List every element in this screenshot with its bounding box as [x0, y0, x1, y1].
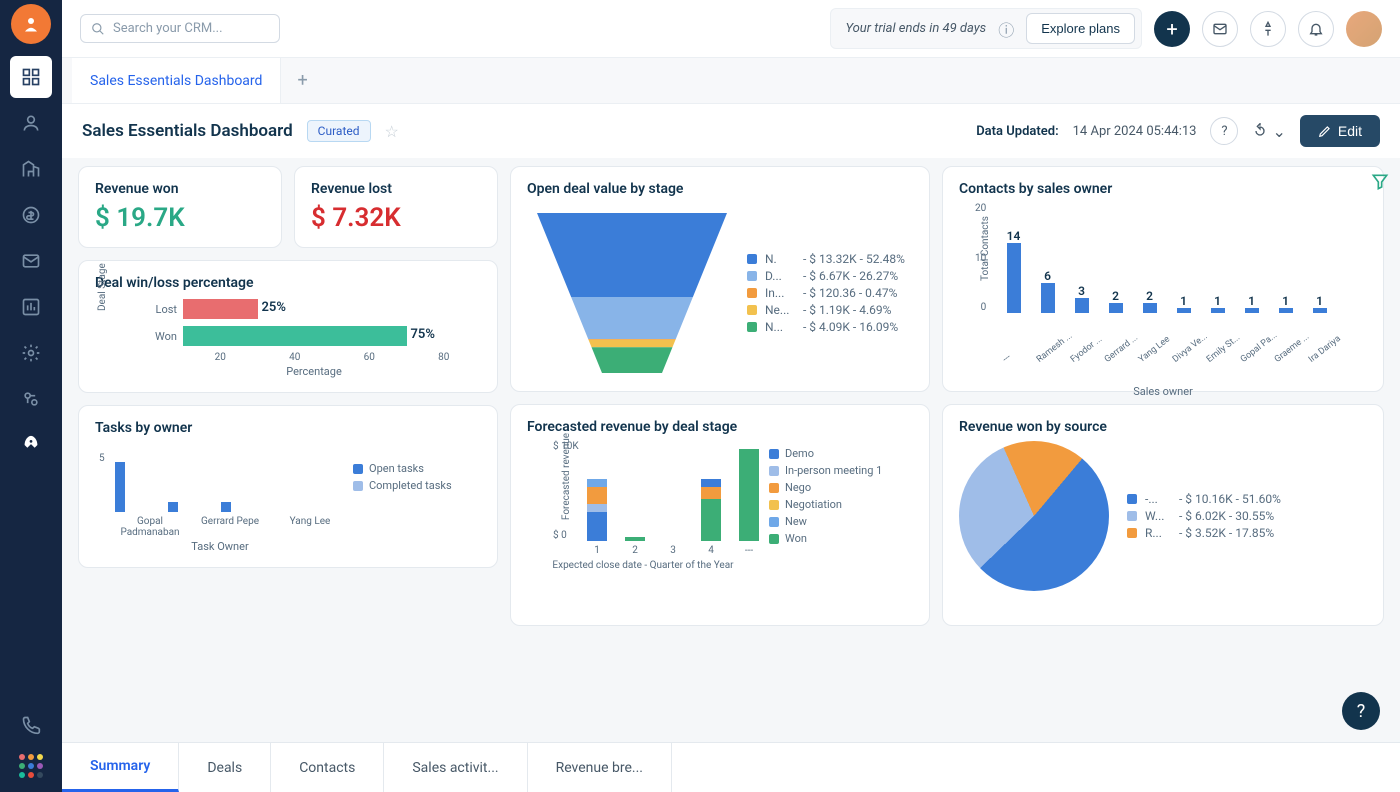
contacts-xlabel: Sales owner [959, 385, 1367, 398]
chevron-down-icon: ⌄ [1272, 122, 1285, 141]
nav-automation-icon[interactable] [10, 378, 52, 420]
funnel-chart [527, 203, 737, 383]
left-nav-rail [0, 0, 62, 792]
card-forecast: Forecasted revenue by deal stage Forecas… [510, 404, 930, 626]
info-icon[interactable]: ⓘ [998, 17, 1014, 41]
brand-logo[interactable] [11, 4, 51, 44]
notifications-button[interactable] [1298, 11, 1334, 47]
bottom-tab-sales-activit-[interactable]: Sales activit... [384, 743, 527, 792]
favorite-icon[interactable]: ☆ [385, 122, 399, 141]
bottom-tab-deals[interactable]: Deals [179, 743, 271, 792]
nav-settings-icon[interactable] [10, 332, 52, 374]
revenue-won-title: Revenue won [95, 181, 265, 197]
user-avatar[interactable] [1346, 11, 1382, 47]
revenue-lost-title: Revenue lost [311, 181, 481, 197]
bottom-tabs: SummaryDealsContactsSales activit...Reve… [62, 742, 1400, 792]
mail-button[interactable] [1202, 11, 1238, 47]
nav-dashboard-icon[interactable] [10, 56, 52, 98]
winloss-title: Deal win/loss percentage [95, 275, 481, 291]
tasks-title: Tasks by owner [95, 420, 481, 436]
curated-badge: Curated [307, 120, 371, 142]
nav-apps-icon[interactable] [15, 750, 47, 782]
data-updated-label: Data Updated: [976, 124, 1058, 139]
funnel-title: Open deal value by stage [527, 181, 913, 197]
tasks-ytick: 5 [99, 453, 105, 464]
pie-chart [959, 441, 1109, 591]
card-revenue-lost: Revenue lost $ 7.32K [294, 166, 498, 248]
page-tabs: Sales Essentials Dashboard + [62, 58, 1400, 104]
nav-mail-icon[interactable] [10, 240, 52, 282]
nav-reports-icon[interactable] [10, 286, 52, 328]
search-input[interactable]: Search your CRM... [80, 14, 280, 43]
contacts-title: Contacts by sales owner [959, 181, 1367, 197]
edit-button[interactable]: Edit [1300, 115, 1380, 147]
add-button[interactable]: + [1154, 11, 1190, 47]
nav-rocket-icon[interactable] [10, 424, 52, 466]
bottom-tab-contacts[interactable]: Contacts [271, 743, 384, 792]
forecast-title: Forecasted revenue by deal stage [527, 419, 913, 435]
nav-deals-icon[interactable] [10, 194, 52, 236]
pie-title: Revenue won by source [959, 419, 1367, 435]
topbar: Search your CRM... Your trial ends in 49… [62, 0, 1400, 58]
page-title: Sales Essentials Dashboard [82, 121, 293, 141]
tasks-xlabel: Task Owner [95, 540, 345, 553]
help-tooltip-icon[interactable]: ? [1210, 117, 1238, 145]
refresh-button[interactable]: ⌄ [1252, 122, 1285, 141]
card-funnel: Open deal value by stage N.- $ 13.32K - … [510, 166, 930, 392]
announce-button[interactable] [1250, 11, 1286, 47]
card-tasks: Tasks by owner 5 Gopal PadmanabanGerrard… [78, 405, 498, 568]
search-placeholder: Search your CRM... [113, 21, 223, 36]
nav-accounts-icon[interactable] [10, 148, 52, 190]
bottom-tab-summary[interactable]: Summary [62, 743, 179, 792]
card-revenue-won: Revenue won $ 19.7K [78, 166, 282, 248]
search-icon [91, 22, 105, 36]
filter-fab-icon[interactable] [1370, 172, 1390, 197]
card-contacts: Contacts by sales owner Total Contacts 2… [942, 166, 1384, 392]
help-fab-button[interactable]: ? [1342, 692, 1380, 730]
card-pie: Revenue won by source -...- $ 10.16K - 5… [942, 404, 1384, 626]
card-winloss: Deal win/loss percentage Deal StageLost2… [78, 260, 498, 393]
trial-text: Your trial ends in 49 days [845, 21, 986, 36]
data-updated-time: 14 Apr 2024 05:44:13 [1073, 124, 1197, 139]
tab-dashboard[interactable]: Sales Essentials Dashboard [72, 58, 281, 103]
nav-contacts-icon[interactable] [10, 102, 52, 144]
trial-banner: Your trial ends in 49 days ⓘ Explore pla… [830, 8, 1142, 49]
revenue-won-value: $ 19.7K [95, 203, 265, 233]
nav-phone-icon[interactable] [10, 704, 52, 746]
explore-plans-button[interactable]: Explore plans [1026, 13, 1135, 44]
titlebar: Sales Essentials Dashboard Curated ☆ Dat… [62, 104, 1400, 158]
bottom-tab-revenue-bre-[interactable]: Revenue bre... [528, 743, 672, 792]
revenue-lost-value: $ 7.32K [311, 203, 481, 233]
forecast-xlabel: Expected close date - Quarter of the Yea… [527, 560, 759, 571]
tab-add[interactable]: + [281, 70, 323, 91]
